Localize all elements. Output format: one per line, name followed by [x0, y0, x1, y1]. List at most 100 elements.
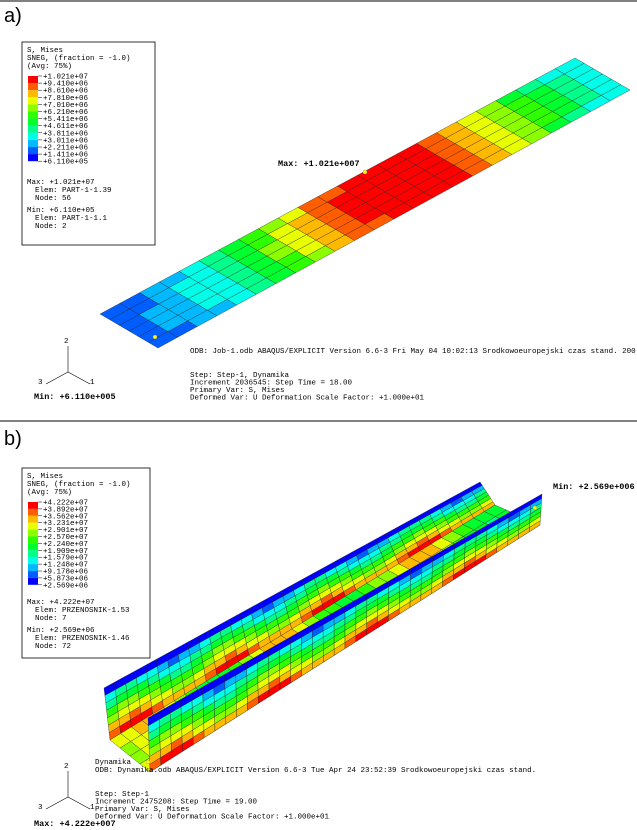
- triad-label: 3: [38, 379, 43, 387]
- legend-swatch: [28, 97, 38, 105]
- legend-avg: (Avg: 75%): [27, 63, 72, 71]
- axis-triad: 2 1 3: [38, 338, 95, 387]
- legend-level: +8.610e+06: [43, 88, 89, 96]
- legend-level: +1.021e+07: [43, 74, 88, 82]
- panel-label: b): [4, 428, 22, 450]
- legend-level: +3.011e+06: [43, 137, 89, 145]
- step-info: Increment 2475208: Step Time = 19.00: [95, 799, 258, 807]
- legend-level: +5.411e+06: [43, 116, 89, 124]
- legend-swatch: [28, 529, 38, 537]
- legend-level: +2.569e+06: [43, 582, 89, 590]
- step-info: Deformed Var: U Deformation Scale Factor…: [190, 395, 425, 403]
- legend-swatch: [28, 543, 38, 551]
- legend-swatch: [28, 571, 38, 578]
- legend-swatch: [28, 83, 38, 91]
- legend-swatch: [28, 76, 38, 84]
- legend-swatch: [28, 104, 38, 112]
- legend-summary: Node: 56: [35, 195, 72, 203]
- legend-level: +1.579e+07: [43, 555, 88, 563]
- legend-swatch: [28, 557, 38, 565]
- max-marker: Max: +4.222e+007: [34, 819, 116, 829]
- legend-section: SNEG, (fraction = -1.0): [27, 55, 131, 63]
- legend-swatch: [28, 132, 38, 140]
- legend-summary: Elem: PRZENOSNIK-1.46: [35, 635, 130, 643]
- legend-swatch: [28, 118, 38, 126]
- legend-level: +9.178e+06: [43, 569, 89, 577]
- legend-title: S, Mises: [27, 47, 63, 55]
- legend-level: +2.211e+06: [43, 145, 89, 153]
- legend-level: +4.611e+06: [43, 123, 89, 131]
- min-dot: [532, 505, 538, 511]
- legend-level: +1.411e+06: [43, 152, 89, 160]
- legend-summary: Node: 2: [35, 223, 67, 231]
- triad-axis: [67, 796, 91, 810]
- legend-summary: Min: +2.569e+06: [27, 627, 95, 635]
- max-dot: [362, 169, 368, 175]
- legend-swatch: [28, 536, 38, 544]
- triad-axis: [67, 371, 91, 385]
- min-dot: [152, 334, 158, 340]
- legend-avg: (Avg: 75%): [27, 489, 72, 497]
- legend-swatch: [28, 550, 38, 558]
- triad-axis: [45, 371, 69, 385]
- right-wall-element: [530, 493, 543, 506]
- legend-summary: Node: 7: [35, 615, 67, 623]
- legend-level: +6.210e+06: [43, 109, 89, 117]
- legend-level: +3.231e+07: [43, 520, 88, 528]
- legend-level: +3.892e+07: [43, 506, 88, 514]
- step-info: Primary Var: S, Mises: [95, 806, 190, 814]
- legend-level: +1.909e+07: [43, 548, 88, 556]
- step-info: Deformed Var: U Deformation Scale Factor…: [95, 814, 330, 822]
- legend-swatch: [28, 90, 38, 98]
- legend-summary: Elem: PART-1-1.39: [35, 187, 112, 195]
- legend-level: +7.010e+06: [43, 102, 89, 110]
- legend-level: +6.110e+05: [43, 159, 89, 167]
- step-info: Primary Var: S, Mises: [190, 387, 285, 395]
- legend-summary: Min: +6.110e+05: [27, 207, 95, 215]
- mesh-plot-b: [103, 481, 543, 773]
- triad-label: 1: [90, 379, 95, 387]
- legend-swatch: [28, 515, 38, 523]
- step-info: Step: Step-1: [95, 791, 150, 799]
- legend-section: SNEG, (fraction = -1.0): [27, 481, 131, 489]
- legend-level: +9.410e+06: [43, 81, 89, 89]
- legend-summary: Max: +1.021e+07: [27, 179, 95, 187]
- odb-info: ODB: Job-1.odb ABAQUS/EXPLICIT Version 6…: [190, 348, 636, 356]
- triad-label: 3: [38, 804, 43, 812]
- axis-triad: 2 1 3: [38, 763, 95, 812]
- legend-swatch: [28, 502, 38, 509]
- legend-swatch: [28, 147, 38, 155]
- legend-summary: Max: +4.222e+07: [27, 599, 95, 607]
- legend-level: +2.570e+07: [43, 534, 88, 542]
- left-wall-element: [469, 481, 483, 492]
- triad-label: 1: [90, 804, 95, 812]
- legend-level: +2.240e+07: [43, 541, 88, 549]
- legend-swatch: [28, 522, 38, 530]
- legend-swatch: [28, 508, 38, 516]
- legend-summary: Node: 72: [35, 643, 71, 651]
- legend-summary: Elem: PART-1-1.1: [35, 215, 108, 223]
- legend-box: [21, 467, 151, 659]
- legend-level: +2.901e+07: [43, 527, 88, 535]
- step-info: Step: Step-1, Dynamika: [190, 372, 290, 380]
- max-marker: Max: +1.021e+007: [278, 159, 360, 169]
- legend-box: [21, 41, 156, 246]
- legend-level: +1.248e+07: [43, 562, 88, 570]
- legend-level: +4.222e+07: [43, 500, 88, 508]
- legend-swatch: [28, 577, 38, 585]
- step-info: Increment 2036545: Step Time = 18.00: [190, 380, 353, 388]
- legend-swatch: [28, 139, 38, 147]
- triad-label: 2: [64, 763, 69, 771]
- legend-swatch: [28, 154, 38, 162]
- legend-swatch: [28, 111, 38, 119]
- legend-level: +7.810e+06: [43, 95, 89, 103]
- legend-level: +3.562e+07: [43, 513, 88, 521]
- legend-level: +3.811e+06: [43, 130, 89, 138]
- triad-label: 2: [64, 338, 69, 346]
- legend-swatch: [28, 564, 38, 571]
- odb-info: Dynamika: [95, 759, 132, 767]
